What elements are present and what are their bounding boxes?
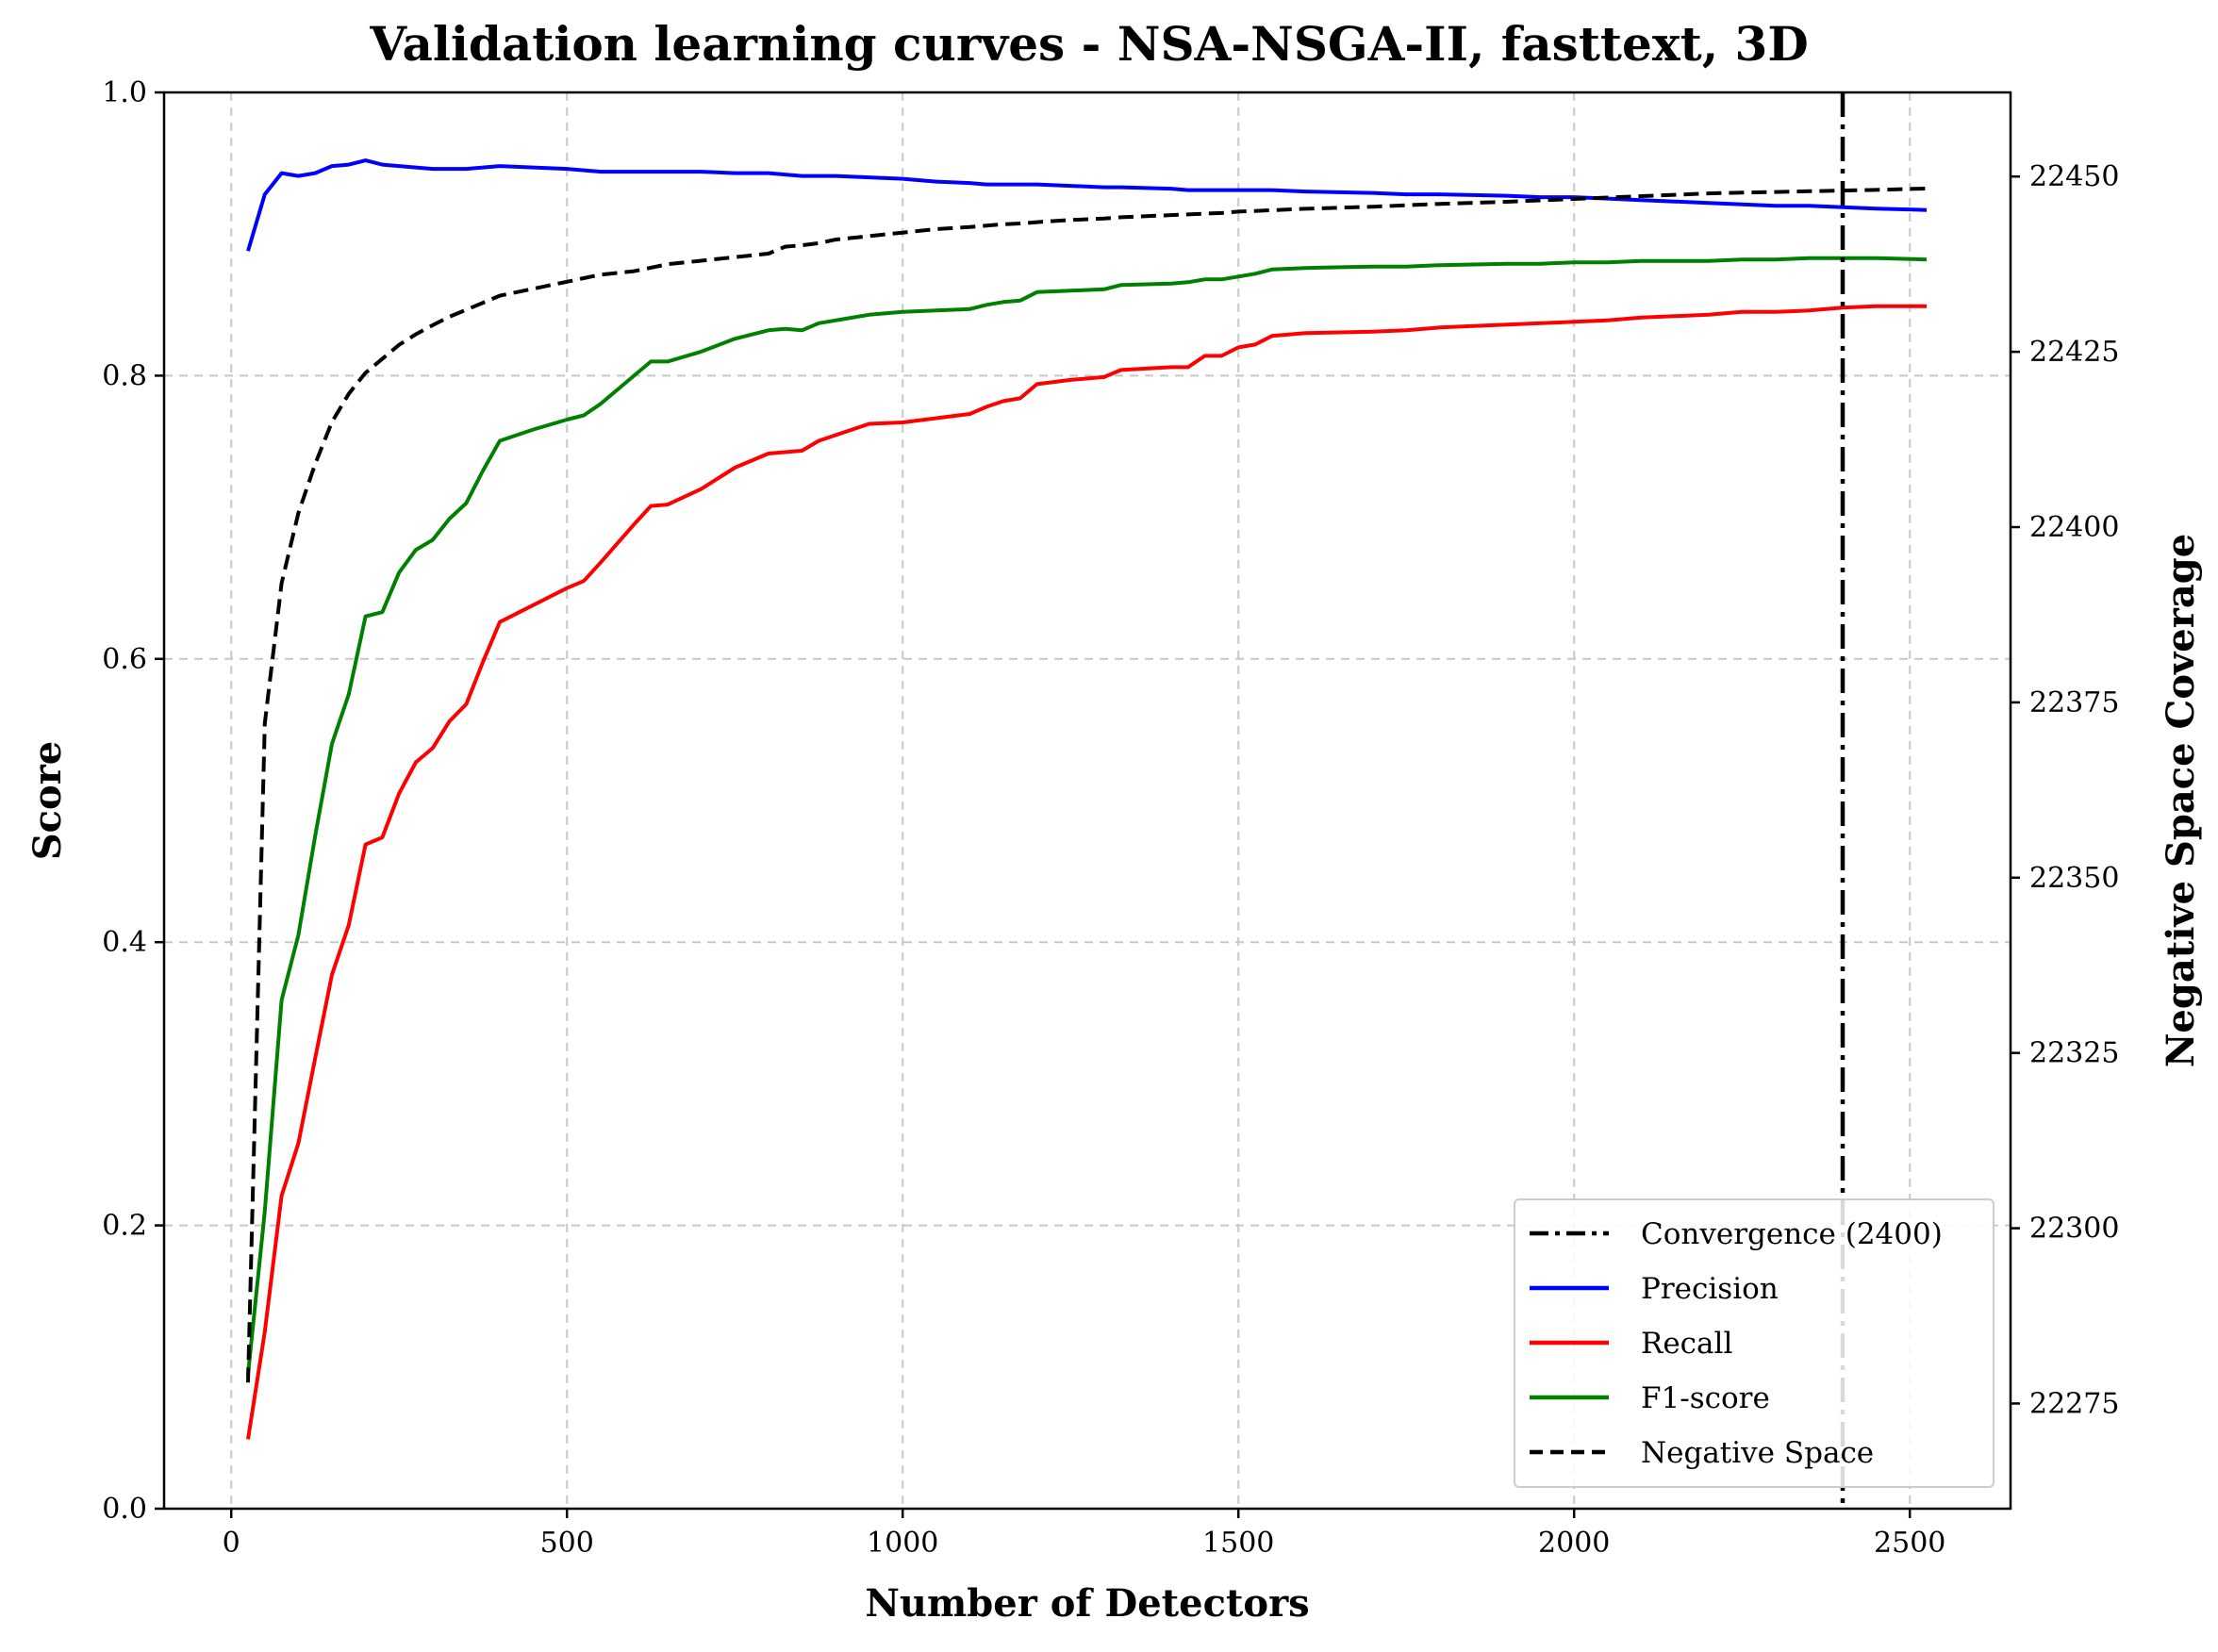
legend-label: Precision [1641,1272,1779,1306]
legend-label: Recall [1641,1327,1732,1361]
x-tick-label: 500 [540,1527,594,1560]
x-tick-label: 1500 [1202,1527,1274,1560]
y2-tick-label: 22375 [2029,686,2119,719]
series-f1-score [246,256,1928,1375]
plot-frame [162,91,2012,1511]
y2-axis-ticks: 22275 22300 22325 22350 22375 22400 22425 22450 [2011,160,2119,1420]
y-tick-label: 0.0 [102,1493,147,1526]
y-axis-ticks: 0.0 0.2 0.4 0.6 0.8 1.0 [102,76,164,1526]
x-axis-ticks: 0 500 1000 1500 2000 2500 [223,1509,1945,1560]
series-layer [246,92,1928,1509]
legend-label: Convergence (2400) [1641,1217,1943,1251]
series-negative-space [246,186,1928,1383]
y-tick-label: 0.4 [102,926,147,959]
legend-label: F1-score [1641,1381,1770,1415]
y2-tick-label: 22400 [2029,511,2119,544]
chart-title: Validation learning curves - NSA-NSGA-II… [369,16,1808,72]
y2-tick-label: 22350 [2029,862,2119,895]
x-tick-label: 1000 [867,1527,938,1560]
x-tick-label: 2500 [1874,1527,1945,1560]
series-precision [246,158,1928,252]
y-tick-label: 0.2 [102,1210,147,1243]
y-tick-label: 0.6 [102,643,147,676]
y2-tick-label: 22275 [2029,1387,2119,1420]
y2-tick-label: 22300 [2029,1213,2119,1246]
x-tick-label: 0 [223,1527,240,1560]
y2-tick-label: 22450 [2029,160,2119,193]
legend: Convergence (2400) Precision Recall F1-scor… [1514,1198,1995,1488]
series-recall [246,304,1927,1440]
y-tick-label: 1.0 [102,76,147,109]
legend-box [1514,1198,1995,1488]
y2-tick-label: 22425 [2029,336,2119,369]
y2-axis-label: Negative Space Coverage [2159,534,2203,1067]
y-axis-label: Score [25,741,70,860]
y-tick-label: 0.8 [102,359,147,392]
legend-label: Negative Space [1641,1436,1874,1470]
x-tick-label: 2000 [1538,1527,1610,1560]
y2-tick-label: 22325 [2029,1037,2119,1070]
x-axis-label: Number of Detectors [865,1581,1309,1626]
